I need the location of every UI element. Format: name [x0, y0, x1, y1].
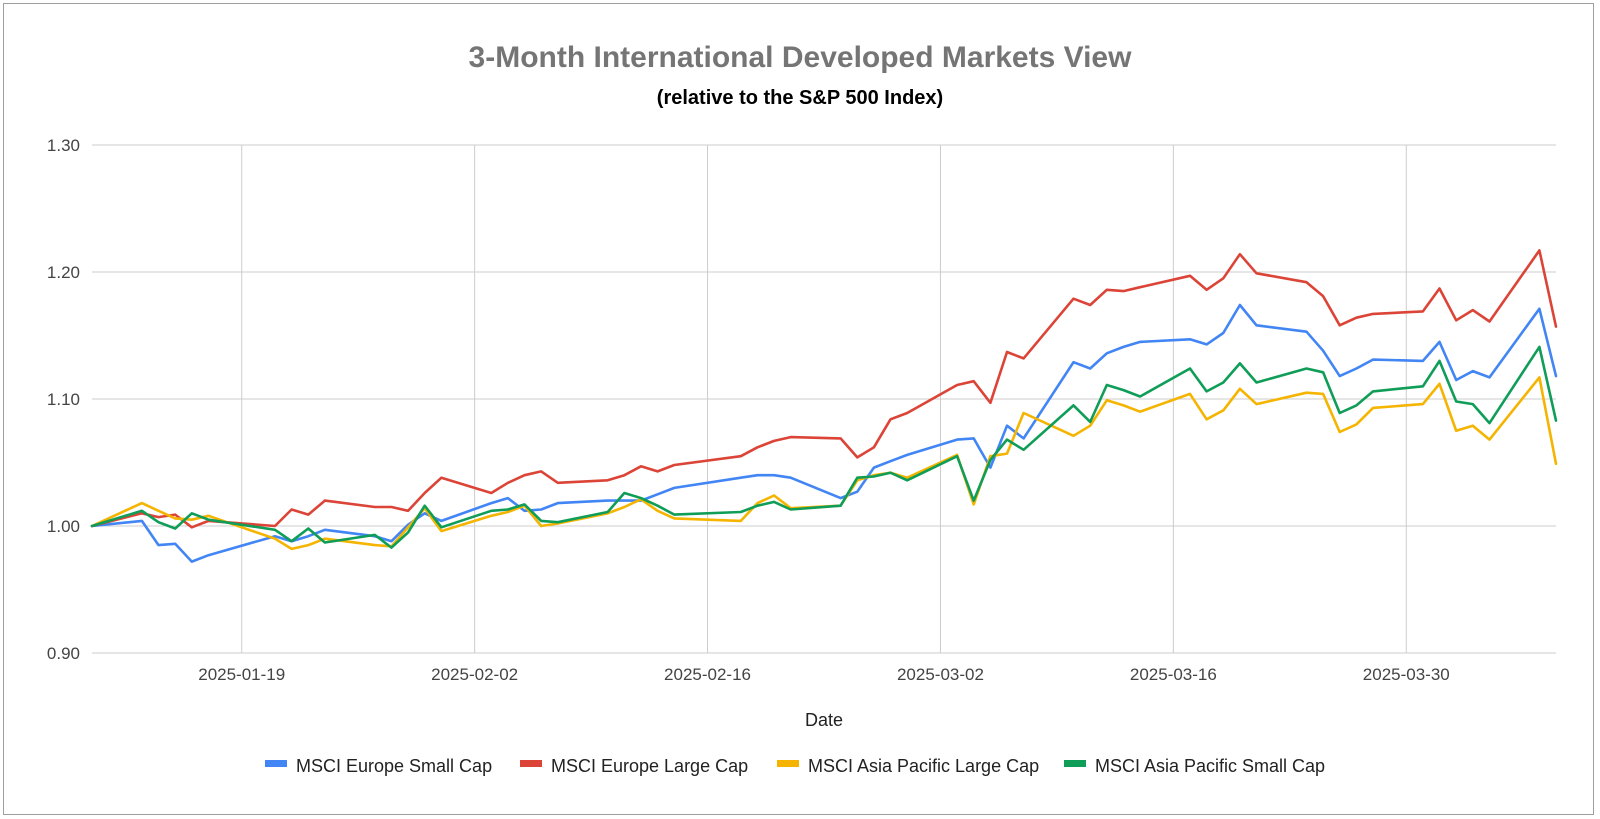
y-tick-label: 0.90 — [47, 644, 80, 663]
y-tick-label: 1.30 — [47, 136, 80, 155]
legend-swatch-msci-asia-pacific-small-cap — [1064, 760, 1086, 767]
legend-swatch-msci-asia-pacific-large-cap — [777, 760, 799, 767]
legend: MSCI Europe Small Cap MSCI Europe Large C… — [265, 756, 1325, 776]
series-line-msci-asia-pacific-large-cap — [90, 376, 1558, 551]
series-lines — [90, 249, 1558, 563]
y-tick-label: 1.20 — [47, 263, 80, 282]
x-tick-label: 2025-02-02 — [431, 665, 518, 684]
series-line-msci-europe-large-cap — [90, 249, 1558, 529]
chart-title: 3-Month International Developed Markets … — [469, 41, 1133, 74]
y-tick-label: 1.10 — [47, 390, 80, 409]
x-tick-label: 2025-01-19 — [198, 665, 285, 684]
legend-swatch-msci-europe-small-cap — [265, 760, 287, 767]
x-tick-label: 2025-02-16 — [664, 665, 751, 684]
legend-label-msci-asia-pacific-small-cap: MSCI Asia Pacific Small Cap — [1095, 756, 1325, 776]
x-tick-label: 2025-03-30 — [1363, 665, 1450, 684]
x-tick-label: 2025-03-16 — [1130, 665, 1217, 684]
legend-swatch-msci-europe-large-cap — [520, 760, 542, 767]
axis-ticks: 0.90 1.00 1.10 1.20 1.30 2025-01-19 2025-02-02… — [47, 136, 1450, 684]
y-tick-label: 1.00 — [47, 517, 80, 536]
legend-label-msci-europe-small-cap: MSCI Europe Small Cap — [296, 756, 492, 776]
x-axis-label: Date — [805, 710, 843, 730]
series-line-msci-asia-pacific-small-cap — [90, 345, 1558, 549]
gridlines — [92, 144, 1556, 654]
legend-label-msci-europe-large-cap: MSCI Europe Large Cap — [551, 756, 748, 776]
series-line-msci-europe-small-cap — [90, 303, 1558, 563]
x-tick-label: 2025-03-02 — [897, 665, 984, 684]
legend-label-msci-asia-pacific-large-cap: MSCI Asia Pacific Large Cap — [808, 756, 1039, 776]
chart-subtitle: (relative to the S&P 500 Index) — [657, 87, 943, 109]
